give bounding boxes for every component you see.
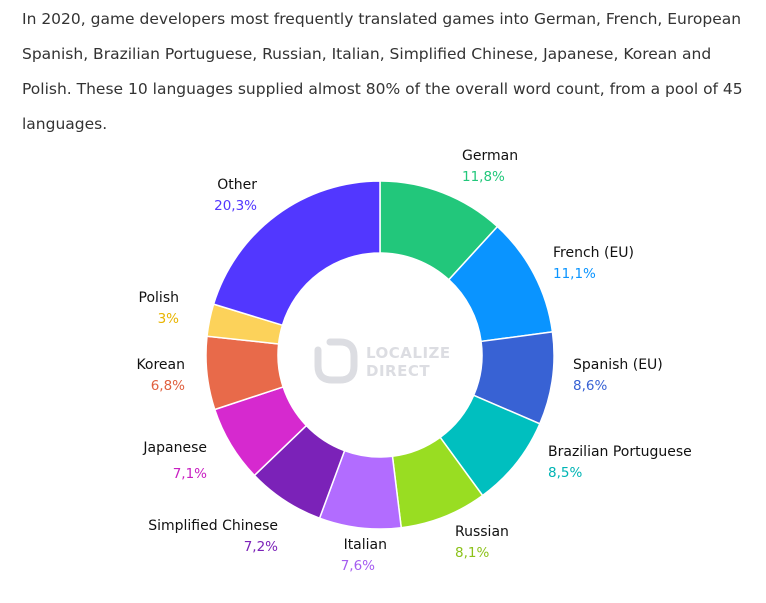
label-spanish-eu: Spanish (EU)	[573, 357, 663, 373]
slice-labels: German 11,8% French (EU) 11,1% Spanish (EU) 8…	[136, 148, 691, 574]
intro-paragraph: In 2020, game developers most frequently…	[22, 10, 743, 133]
value-russian: 8,1%	[455, 545, 489, 561]
value-simplified-chinese: 7,2%	[244, 539, 278, 555]
label-simplified-chinese: Simplified Chinese	[148, 518, 278, 534]
value-italian: 7,6%	[341, 558, 375, 574]
value-german: 11,8%	[462, 169, 505, 185]
slice-other	[212, 180, 381, 327]
value-korean: 6,8%	[151, 378, 185, 394]
label-german: German	[462, 148, 518, 164]
value-french-eu: 11,1%	[553, 266, 596, 282]
watermark-line-2: DIRECT	[366, 362, 430, 380]
label-polish: Polish	[139, 290, 179, 306]
watermark-line-1: LOCALIZE	[366, 344, 451, 362]
label-italian: Italian	[344, 537, 387, 553]
label-korean: Korean	[136, 357, 185, 373]
label-french-eu: French (EU)	[553, 245, 634, 261]
value-japanese: 7,1%	[173, 466, 207, 482]
value-other: 20,3%	[214, 198, 257, 214]
localize-direct-logo-icon	[314, 338, 358, 384]
label-japanese: Japanese	[142, 440, 207, 456]
localize-direct-watermark: LOCALIZE DIRECT	[314, 338, 451, 384]
label-other: Other	[217, 177, 257, 193]
donut-slices	[205, 180, 555, 530]
value-spanish-eu: 8,6%	[573, 378, 607, 394]
label-brazilian-portuguese: Brazilian Portuguese	[548, 444, 692, 460]
value-brazilian-portuguese: 8,5%	[548, 465, 582, 481]
value-polish: 3%	[158, 311, 180, 327]
label-russian: Russian	[455, 524, 509, 540]
